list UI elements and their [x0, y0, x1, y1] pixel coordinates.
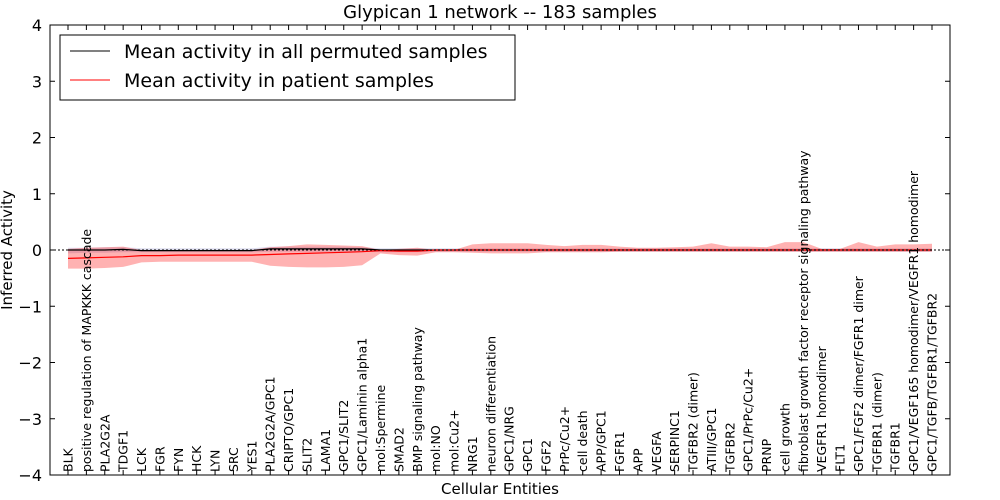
x-tick-label: GPC1/Laminin alpha1	[355, 338, 370, 472]
x-tick-label: YES1	[244, 441, 259, 473]
x-tick-label: FLT1	[833, 444, 848, 472]
y-tick-label: 3	[32, 72, 42, 91]
x-tick-label: BLK	[61, 447, 76, 472]
x-tick-label: GPC1/VEGF165 homodimer/VEGFR1 homodimer	[906, 170, 921, 472]
x-tick-label: SRC	[226, 447, 241, 472]
x-tick-label: TGFBR1 (dimer)	[869, 372, 884, 473]
x-tick-label: cell death	[575, 410, 590, 472]
x-tick-label: CRIPTO/GPC1	[281, 388, 296, 472]
x-tick-label: cell growth	[777, 403, 792, 472]
x-tick-label: ATIII/GPC1	[704, 408, 719, 472]
x-tick-label: SERPINC1	[667, 410, 682, 472]
series-lines	[50, 248, 950, 259]
x-tick-label: GPC1	[520, 438, 535, 472]
x-tick-label: TGFBR2 (dimer)	[686, 372, 701, 473]
chart-title: Glypican 1 network -- 183 samples	[343, 2, 657, 23]
x-tick-label: VEGFA	[649, 431, 664, 472]
x-tick-label: PLA2G2A	[97, 414, 112, 472]
x-tick-label: mol:Cu2+	[447, 409, 462, 472]
y-axis-label: Inferred Activity	[0, 190, 16, 310]
x-tick-label: SMAD2	[391, 427, 406, 472]
x-tick-label: positive regulation of MAPKKK cascade	[79, 229, 94, 472]
x-tick-label: FGFR1	[612, 431, 627, 472]
x-tick-label: GPC1/FGF2 dimer/FGFR1 dimer	[851, 275, 866, 472]
x-tick-label: TGFBR1	[888, 422, 903, 473]
y-tick-label: −4	[18, 466, 42, 485]
x-tick-label: GPC1/PrPc/Cu2+	[741, 368, 756, 472]
x-tick-label: mol:NO	[428, 425, 443, 472]
x-tick-label: neuron differentiation	[483, 336, 498, 472]
x-tick-label: FGF2	[539, 440, 554, 472]
x-tick-label: GPC1/TGFB/TGFBR1/TGFBR2	[925, 293, 940, 472]
y-tick-label: 0	[32, 241, 42, 260]
x-tick-label: PLA2G2A/GPC1	[263, 376, 278, 472]
legend-label-patient: Mean activity in patient samples	[124, 70, 434, 92]
x-tick-label: mol:Spermine	[373, 384, 388, 472]
x-tick-label: FYN	[171, 448, 186, 472]
x-tick-label: SLIT2	[300, 438, 315, 472]
y-tick-label: −2	[18, 354, 42, 373]
y-tick-label: −1	[18, 297, 42, 316]
legend-box	[59, 34, 516, 101]
x-tick-label: PrPc/Cu2+	[557, 406, 572, 472]
x-tick-label: TDGF1	[116, 430, 131, 473]
y-tick-label: 2	[32, 129, 42, 148]
x-tick-label: TGFBR2	[722, 422, 737, 473]
x-tick-label: PRNP	[759, 438, 774, 472]
x-axis: BLK positive regulation of MAPKKK cascade…	[61, 25, 940, 475]
x-tick-label: NRG1	[465, 436, 480, 472]
y-tick-label: 4	[32, 16, 42, 35]
x-axis-label: Cellular Entities	[441, 480, 559, 498]
x-tick-label: LCK	[134, 447, 149, 472]
x-tick-label: APP	[630, 448, 645, 472]
y-axis: −4 −3 −2 −1 0 1 2 3 4	[18, 16, 950, 485]
x-tick-label: fibroblast growth factor receptor signal…	[796, 150, 811, 472]
x-tick-label: LYN	[208, 450, 223, 472]
x-tick-label: LAMA1	[318, 429, 333, 472]
legend: Mean activity in all permuted samples Me…	[59, 34, 516, 101]
x-tick-label: BMP signaling pathway	[410, 327, 425, 472]
x-tick-label: APP/GPC1	[594, 410, 609, 472]
x-tick-label: GPC1/NRG	[502, 406, 517, 472]
y-tick-label: −3	[18, 410, 42, 429]
y-tick-label: 1	[32, 185, 42, 204]
x-tick-label: VEGFR1 homodimer	[814, 345, 829, 472]
x-tick-label: GPC1/SLIT2	[336, 400, 351, 472]
legend-label-permuted: Mean activity in all permuted samples	[124, 41, 487, 63]
x-tick-label: FGR	[152, 446, 167, 472]
x-tick-label: HCK	[189, 445, 204, 472]
